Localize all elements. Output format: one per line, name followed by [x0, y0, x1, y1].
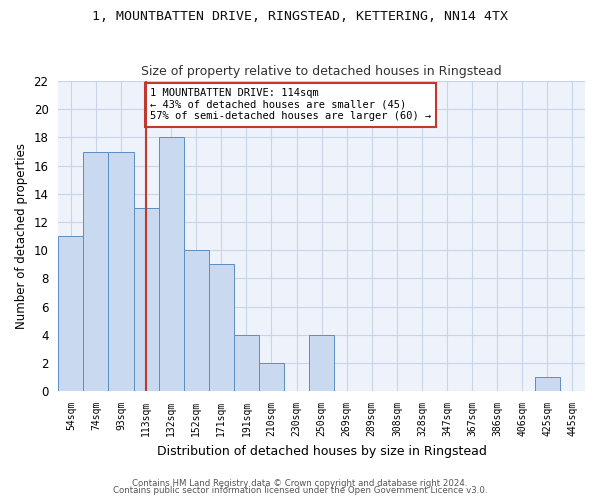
- Text: 1 MOUNTBATTEN DRIVE: 114sqm
← 43% of detached houses are smaller (45)
57% of sem: 1 MOUNTBATTEN DRIVE: 114sqm ← 43% of det…: [150, 88, 431, 122]
- Bar: [109, 152, 134, 391]
- Text: Contains HM Land Registry data © Crown copyright and database right 2024.: Contains HM Land Registry data © Crown c…: [132, 478, 468, 488]
- Bar: [535, 377, 560, 391]
- Bar: [58, 236, 83, 391]
- Bar: [184, 250, 209, 391]
- Bar: [234, 335, 259, 391]
- Bar: [209, 264, 234, 391]
- Text: 1, MOUNTBATTEN DRIVE, RINGSTEAD, KETTERING, NN14 4TX: 1, MOUNTBATTEN DRIVE, RINGSTEAD, KETTERI…: [92, 10, 508, 23]
- Text: Contains public sector information licensed under the Open Government Licence v3: Contains public sector information licen…: [113, 486, 487, 495]
- X-axis label: Distribution of detached houses by size in Ringstead: Distribution of detached houses by size …: [157, 444, 487, 458]
- Bar: [158, 138, 184, 391]
- Bar: [309, 335, 334, 391]
- Bar: [259, 363, 284, 391]
- Bar: [134, 208, 158, 391]
- Bar: [83, 152, 109, 391]
- Y-axis label: Number of detached properties: Number of detached properties: [15, 143, 28, 329]
- Title: Size of property relative to detached houses in Ringstead: Size of property relative to detached ho…: [142, 66, 502, 78]
